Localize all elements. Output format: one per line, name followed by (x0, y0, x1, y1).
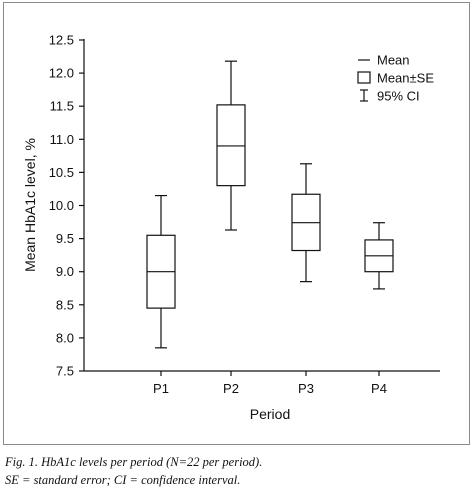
y-tick-label: 11.0 (50, 132, 74, 147)
y-tick-label: 8.5 (56, 297, 74, 312)
y-tick-label: 8.0 (56, 330, 74, 345)
figure-caption: Fig. 1. HbA1c levels per period (N=22 pe… (5, 453, 470, 489)
y-tick-label: 10.0 (49, 198, 74, 213)
y-tick-label: 10.5 (49, 165, 74, 180)
figure-frame (3, 2, 470, 445)
box-p2 (216, 60, 246, 231)
x-tick-label: P3 (298, 381, 314, 396)
legend-entry-label: Mean (377, 53, 410, 68)
legend-se-marker (357, 71, 371, 84)
legend: Mean Mean±SE 95% CI (357, 53, 434, 104)
box-p1 (146, 194, 176, 349)
x-tick-label: P2 (223, 381, 239, 396)
caption-line-1: Fig. 1. HbA1c levels per period (N=22 pe… (5, 455, 263, 469)
box-p3 (291, 163, 321, 283)
y-tick-group: 7.5 8.0 8.5 9.0 9.5 10.0 10.5 11.0 11.5 12.0 12.5 (49, 33, 84, 379)
box-p4 (364, 222, 394, 290)
box-group (146, 60, 394, 349)
y-tick-label: 12.0 (49, 66, 74, 81)
x-axis-label: Period (250, 406, 290, 422)
y-tick-label: 11.5 (50, 99, 74, 114)
y-tick-label: 9.0 (56, 264, 74, 279)
box-chart: 7.58.08.59.09.510.010.511.011.512.012.5 … (22, 33, 440, 422)
legend-entry-label: Mean±SE (377, 71, 434, 86)
x-tick-label: P1 (153, 381, 169, 396)
y-axis-label: Mean HbA1c level, % (22, 138, 38, 272)
x-tick-group: P1 P2 P3 P4 (153, 371, 387, 396)
x-tick-label: P4 (371, 381, 387, 396)
y-tick-label: 9.5 (56, 231, 74, 246)
y-tick-label: 12.5 (49, 33, 74, 48)
legend-entry-label: 95% CI (377, 89, 420, 104)
y-tick-label: 7.5 (56, 364, 74, 379)
se-box (216, 104, 246, 187)
caption-line-2: SE = standard error; CI = confidence int… (5, 473, 241, 487)
